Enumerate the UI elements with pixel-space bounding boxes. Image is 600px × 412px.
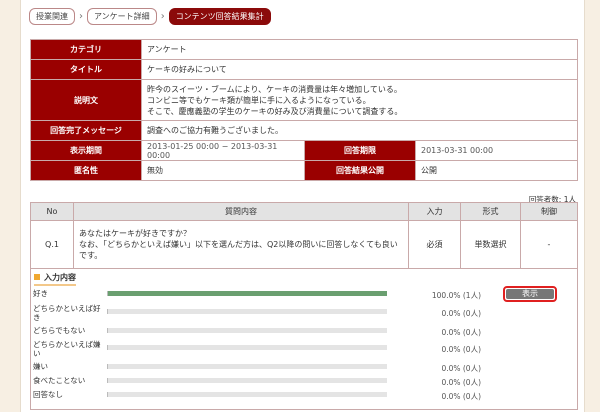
label: 説明文: [30, 79, 142, 121]
breadcrumb-survey-detail[interactable]: アンケート詳細: [87, 8, 157, 25]
option-label: 嫌い: [33, 362, 48, 371]
option-bar: [107, 328, 387, 333]
table-row: Q.1 あなたはケーキが好きですか？ なお、「どちらかといえば嫌い」以下を選んだ方…: [30, 220, 578, 269]
answer-panel: 入力内容 表示 好き 100.0% (1人) どちらかといえば好き 0.0% (0…: [30, 268, 578, 410]
option-percent: 0.0% (0人): [441, 309, 481, 318]
chevron-right-icon: ›: [160, 11, 165, 22]
option-percent: 100.0% (1人): [431, 291, 481, 300]
question-line: あなたはケーキが好きですか？: [79, 229, 191, 238]
question-line: なお、「どちらかといえば嫌い」以下を選んだ方は、Q2以降の問いに回答しなくても良…: [79, 240, 398, 260]
chevron-right-icon: ›: [79, 11, 83, 22]
option-bar: [107, 345, 387, 350]
option-label: 回答なし: [33, 390, 63, 399]
respondent-count: 回答者数: 1人: [528, 195, 576, 204]
title-value: ケーキの好みについて: [141, 59, 578, 80]
desc-line: コンビニ等でもケーキ類が簡単に手に入るようになっている。: [147, 95, 371, 105]
option-bar: [107, 378, 387, 383]
show-button[interactable]: 表示: [503, 286, 557, 302]
header-format: 形式: [460, 202, 521, 221]
option-percent: 0.0% (0人): [441, 345, 481, 354]
option-percent: 0.0% (0人): [441, 328, 481, 337]
answer-title-text: 入力内容: [44, 273, 76, 282]
breadcrumb-class[interactable]: 授業関連: [29, 8, 75, 25]
label: 表示期間: [30, 140, 142, 161]
option-label: 食べたことない: [33, 376, 86, 385]
description-value: 昨今のスイーツ・ブームにより、ケーキの消費量は年々増加している。 コンビニ等でもケ…: [141, 79, 578, 121]
answer-panel-title: 入力内容: [34, 272, 76, 286]
label: カテゴリ: [30, 39, 142, 60]
label: 回答結果公開: [304, 160, 416, 181]
option-bar: [107, 291, 387, 296]
deadline-value: 2013-03-31 00:00: [415, 140, 578, 161]
survey-info-table: カテゴリ アンケート タイトル ケーキの好みについて 説明文 昨今のスイーツ・ブームに…: [30, 39, 578, 181]
header-no: No: [30, 202, 74, 221]
category-value: アンケート: [141, 39, 578, 60]
publish-value: 公開: [415, 160, 578, 181]
question-text: あなたはケーキが好きですか？ なお、「どちらかといえば嫌い」以下を選んだ方は、Q2…: [73, 220, 409, 269]
question-table: No 質問内容 入力 形式 制御 Q.1 あなたはケーキが好きですか？ なお、「ど…: [30, 202, 578, 269]
option-label: どちらかといえば嫌い: [33, 340, 101, 358]
label: 回答完了メッセージ: [30, 120, 142, 141]
header-input: 入力: [408, 202, 461, 221]
square-icon: [34, 274, 40, 280]
desc-line: 昨今のスイーツ・ブームにより、ケーキの消費量は年々増加している。: [147, 84, 402, 94]
question-input: 必須: [408, 220, 461, 269]
desc-line: そこで、慶應義塾の学生のケーキの好み及び消費量について調査する。: [147, 106, 403, 116]
option-percent: 0.0% (0人): [441, 364, 481, 373]
main-content: 授業関連 › アンケート詳細 › コンテンツ回答結果集計 カテゴリ アンケート タ…: [20, 0, 585, 412]
label: 回答期限: [304, 140, 416, 161]
header-control: 制御: [520, 202, 578, 221]
label: 匿名性: [30, 160, 142, 181]
option-label: どちらかといえば好き: [33, 304, 101, 322]
show-button-label: 表示: [506, 289, 554, 299]
period-value: 2013-01-25 00:00 − 2013-03-31 00:00: [141, 140, 305, 161]
option-bar: [107, 392, 387, 397]
header-question: 質問内容: [73, 202, 409, 221]
option-label: 好き: [33, 289, 48, 298]
label: タイトル: [30, 59, 142, 80]
question-no: Q.1: [30, 220, 74, 269]
option-percent: 0.0% (0人): [441, 392, 481, 401]
message-value: 調査へのご協力有難うございました。: [141, 120, 578, 141]
breadcrumb-current: コンテンツ回答結果集計: [168, 8, 271, 25]
option-percent: 0.0% (0人): [441, 378, 481, 387]
option-bar: [107, 364, 387, 369]
option-bar: [107, 309, 387, 314]
question-control: -: [520, 220, 578, 269]
option-label: どちらでもない: [33, 326, 86, 335]
question-format: 単数選択: [460, 220, 521, 269]
breadcrumb: 授業関連 › アンケート詳細 › コンテンツ回答結果集計: [29, 8, 271, 25]
anonymity-value: 無効: [141, 160, 305, 181]
option-bar-fill: [108, 291, 387, 296]
